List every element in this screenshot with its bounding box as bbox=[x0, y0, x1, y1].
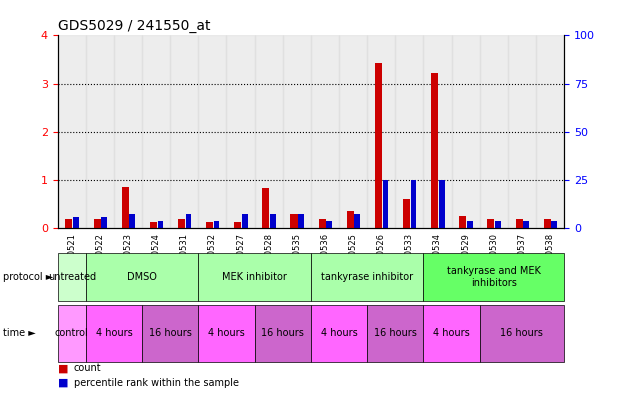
Bar bbox=[403, 199, 410, 228]
Text: protocol ►: protocol ► bbox=[3, 272, 53, 282]
Text: 16 hours: 16 hours bbox=[374, 328, 417, 338]
Bar bbox=[290, 215, 297, 228]
Bar bbox=[495, 221, 501, 228]
Bar bbox=[460, 216, 466, 228]
Bar bbox=[178, 219, 185, 228]
Text: 16 hours: 16 hours bbox=[262, 328, 304, 338]
Text: 4 hours: 4 hours bbox=[96, 328, 132, 338]
Bar bbox=[262, 189, 269, 228]
Bar bbox=[58, 35, 86, 228]
Bar bbox=[234, 222, 241, 228]
Bar bbox=[114, 35, 142, 228]
Bar bbox=[326, 221, 332, 228]
Bar bbox=[319, 219, 326, 228]
Bar bbox=[270, 215, 276, 228]
Text: control: control bbox=[55, 328, 88, 338]
Text: time ►: time ► bbox=[3, 328, 36, 338]
Bar bbox=[206, 222, 213, 228]
Bar bbox=[150, 222, 157, 228]
Bar bbox=[367, 35, 395, 228]
Text: tankyrase and MEK
inhibitors: tankyrase and MEK inhibitors bbox=[447, 266, 541, 288]
Text: 16 hours: 16 hours bbox=[149, 328, 192, 338]
Bar bbox=[508, 35, 536, 228]
Bar bbox=[129, 215, 135, 228]
Bar bbox=[226, 35, 254, 228]
Text: ■: ■ bbox=[58, 364, 68, 373]
Bar bbox=[214, 221, 219, 228]
Bar bbox=[283, 35, 311, 228]
Text: MEK inhibitor: MEK inhibitor bbox=[222, 272, 287, 282]
Bar bbox=[298, 215, 304, 228]
Text: GDS5029 / 241550_at: GDS5029 / 241550_at bbox=[58, 19, 210, 33]
Text: 4 hours: 4 hours bbox=[208, 328, 245, 338]
Bar bbox=[158, 221, 163, 228]
Bar bbox=[171, 35, 198, 228]
Text: 4 hours: 4 hours bbox=[320, 328, 358, 338]
Bar bbox=[354, 215, 360, 228]
Text: ■: ■ bbox=[58, 378, 68, 388]
Bar bbox=[186, 215, 191, 228]
Text: untreated: untreated bbox=[47, 272, 96, 282]
Bar bbox=[375, 63, 382, 228]
Bar bbox=[122, 187, 129, 228]
Bar bbox=[395, 35, 424, 228]
Text: count: count bbox=[74, 364, 101, 373]
Text: 4 hours: 4 hours bbox=[433, 328, 470, 338]
Bar bbox=[523, 221, 529, 228]
Bar bbox=[142, 35, 171, 228]
Bar bbox=[515, 219, 522, 228]
Bar bbox=[347, 211, 354, 228]
Bar bbox=[544, 219, 551, 228]
Bar bbox=[487, 219, 494, 228]
Bar bbox=[551, 221, 557, 228]
Text: tankyrase inhibitor: tankyrase inhibitor bbox=[321, 272, 413, 282]
Bar bbox=[339, 35, 367, 228]
Bar bbox=[311, 35, 339, 228]
Bar bbox=[411, 180, 417, 228]
Bar bbox=[73, 217, 79, 228]
Bar bbox=[439, 180, 444, 228]
Bar bbox=[198, 35, 226, 228]
Bar bbox=[254, 35, 283, 228]
Bar bbox=[451, 35, 479, 228]
Bar bbox=[101, 217, 107, 228]
Text: DMSO: DMSO bbox=[127, 272, 157, 282]
Text: 16 hours: 16 hours bbox=[501, 328, 544, 338]
Text: percentile rank within the sample: percentile rank within the sample bbox=[74, 378, 238, 388]
Bar bbox=[86, 35, 114, 228]
Bar bbox=[536, 35, 564, 228]
Bar bbox=[242, 215, 247, 228]
Bar bbox=[94, 219, 101, 228]
Bar bbox=[479, 35, 508, 228]
Bar bbox=[467, 221, 472, 228]
Bar bbox=[383, 180, 388, 228]
Bar bbox=[65, 219, 72, 228]
Bar bbox=[424, 35, 451, 228]
Bar bbox=[431, 73, 438, 228]
